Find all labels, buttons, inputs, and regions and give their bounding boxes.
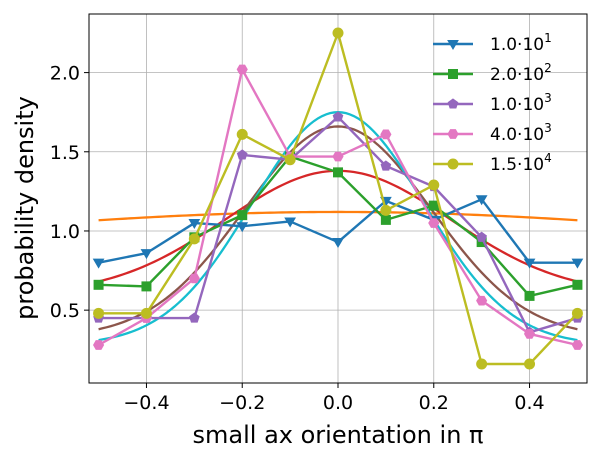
data-point (447, 158, 459, 170)
data-point (188, 273, 200, 284)
legend-exponent: 4 (544, 151, 552, 165)
legend-exponent: 2 (544, 61, 552, 75)
fit-curve (98, 210, 578, 222)
data-point (523, 329, 536, 339)
data-point (475, 195, 488, 206)
data-point (380, 160, 392, 171)
data-point (523, 258, 536, 269)
legend-exponent: 3 (544, 121, 552, 135)
legend-entry: 1.0·103 (433, 91, 552, 115)
data-point (236, 128, 248, 140)
legend-times-ten: ·10 (517, 65, 544, 85)
y-tick-label: 0.5 (50, 300, 80, 322)
legend-mantissa: 2.0 (490, 65, 517, 85)
data-point (572, 279, 583, 290)
legend-times-ten: ·10 (517, 95, 544, 115)
data-point (380, 204, 392, 216)
data-point (188, 233, 200, 245)
x-axis-label: small ax orientation in π (193, 421, 484, 449)
data-point (93, 279, 104, 290)
data-point (332, 27, 344, 39)
data-point (332, 151, 344, 162)
legend-times-ten: ·10 (517, 35, 544, 55)
data-point (524, 290, 535, 301)
legend-mantissa: 1.5 (490, 155, 517, 175)
data-point (140, 307, 152, 319)
data-point (428, 179, 440, 191)
data-point (524, 358, 536, 370)
legend-label: 1.0·101 (490, 31, 552, 55)
data-point (448, 69, 458, 79)
data-point (332, 111, 344, 122)
data-point (476, 295, 488, 306)
series (93, 27, 583, 370)
x-tick-label: −0.2 (219, 392, 265, 414)
x-tick-label: 0.4 (514, 392, 544, 414)
data-point (188, 219, 201, 230)
data-point (447, 129, 459, 139)
legend-entry: 1.5·104 (433, 151, 552, 175)
data-point (333, 167, 343, 178)
axis-ticks: −0.4 −0.2 0.0 0.2 0.4 0.5 1.0 1.5 2.0 (50, 63, 545, 414)
data-point (236, 64, 248, 75)
fit-curve (98, 125, 578, 331)
legend-mantissa: 1.0 (490, 95, 517, 115)
data-point (476, 358, 488, 370)
data-point (141, 281, 152, 292)
data-point (380, 214, 391, 225)
data-point (571, 258, 584, 269)
x-tick-label: 0.0 (323, 392, 353, 414)
data-point (447, 98, 459, 109)
grid (89, 14, 587, 383)
data-point (236, 222, 249, 233)
legend-entry: 2.0·102 (433, 61, 552, 85)
data-point (380, 129, 392, 140)
legend-mantissa: 1.0 (490, 35, 517, 55)
data-point (140, 249, 153, 260)
data-point (189, 312, 200, 323)
legend-entry: 4.0·103 (433, 121, 552, 145)
legend-label: 1.0·103 (490, 91, 552, 115)
legend-mantissa: 4.0 (490, 125, 517, 145)
legend-exponent: 3 (544, 91, 552, 105)
data-point (332, 238, 344, 249)
data-point (571, 340, 583, 350)
data-point (92, 258, 105, 269)
y-tick-label: 2.0 (50, 63, 80, 85)
data-series (92, 27, 584, 370)
legend-label: 2.0·102 (490, 61, 552, 85)
data-point (284, 217, 296, 228)
y-axis-label: probability density (11, 96, 39, 320)
y-tick-label: 1.0 (50, 221, 80, 243)
legend-entry: 1.0·101 (433, 31, 552, 55)
data-point (93, 340, 105, 350)
legend-times-ten: ·10 (517, 155, 544, 175)
data-point (447, 40, 459, 50)
data-point (284, 154, 296, 166)
data-point (237, 210, 248, 221)
series (92, 195, 584, 269)
x-tick-label: −0.4 (123, 392, 169, 414)
data-point (571, 307, 583, 319)
data-point (236, 149, 248, 160)
y-tick-label: 1.5 (50, 142, 80, 164)
data-point (476, 231, 487, 242)
data-point (428, 218, 440, 228)
data-point (93, 307, 105, 319)
legend-label: 4.0·103 (490, 121, 552, 145)
legend-exponent: 1 (544, 31, 552, 45)
data-point (428, 200, 439, 211)
legend-label: 1.5·104 (490, 151, 552, 175)
x-tick-label: 0.2 (419, 392, 449, 414)
legend-times-ten: ·10 (517, 125, 544, 145)
